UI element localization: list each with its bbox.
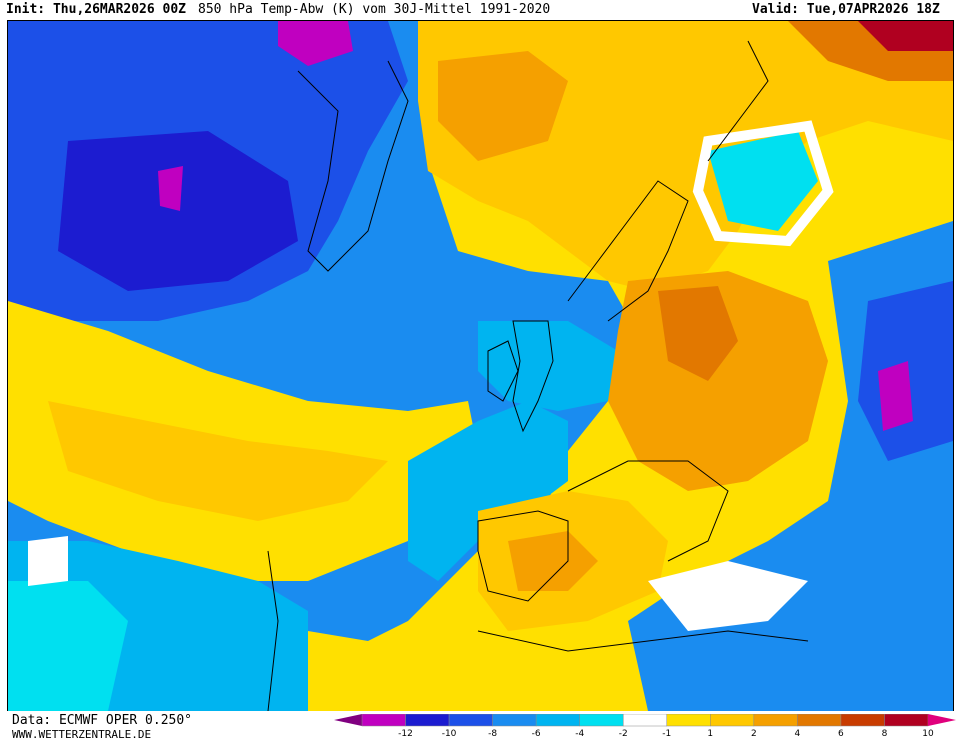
cold-tongue-biscay [408,401,568,581]
website-label: WWW.WETTERZENTRALE.DE [12,728,152,741]
legend-tick-label: 1 [707,729,714,739]
coastline-north-africa [477,630,809,652]
coastline-mediterranean [567,460,729,562]
legend-tick-label: -8 [488,729,498,739]
coastlines [267,40,809,711]
legend-swatch [840,714,885,727]
legend-tick-label: -2 [618,729,628,739]
coastline-iberia [477,510,569,602]
neutral-patch-sw [28,536,68,586]
lat-line-west [267,550,279,711]
warm-core-iberia [508,531,598,591]
coastline-greenland [297,60,409,272]
legend-swatch [361,714,406,727]
legend-colorbar [334,714,956,727]
chart-header: Init: Thu,26MAR2026 00Z 850 hPa Temp-Abw… [0,0,959,20]
legend-tick-label: 4 [794,729,801,739]
neutral-ring-barents [692,120,834,247]
coastline-scandinavia [567,180,689,322]
neutral-balkans [648,561,808,631]
data-source-label: Data: ECMWF OPER 0.250° [12,713,193,728]
chart-title: 850 hPa Temp-Abw (K) vom 30J-Mittel 1991… [198,2,551,17]
legend-tick-label: 6 [838,729,844,739]
init-time-label: Init: Thu,26MAR2026 00Z [6,2,187,17]
legend-tick-label: -10 [441,729,457,739]
legend-arrow-high [928,714,956,726]
legend-swatch [535,714,580,727]
legend-swatch [797,714,842,727]
legend-tick-label: -4 [575,729,585,739]
warm-core-baltic [658,286,738,381]
legend-tick-label: 10 [922,729,934,739]
legend-tick-label: -12 [398,729,413,739]
legend-labels: -12-10-8-6-4-2-1124681012 [334,729,956,741]
warm-core-arctic [858,21,953,51]
cold-core-labrador [58,131,298,291]
legend-tick-label: 8 [881,729,888,739]
cold-core-russia-deep [878,361,913,431]
legend-swatch [753,714,798,727]
valid-time-label: Valid: Tue,07APR2026 18Z [752,2,940,17]
legend-swatch [884,714,929,727]
legend-swatch [448,714,493,727]
coastline-novaya [707,40,769,162]
color-legend: -12-10-8-6-4-2-1124681012 [334,714,956,740]
cold-patch-barents [708,131,818,231]
legend-swatch [579,714,624,727]
legend-tick-label: -1 [662,729,672,739]
coastline-britain [512,320,554,433]
cold-subtropics-edge [8,581,128,711]
cold-core-greenland-north [278,21,353,66]
legend-tick-label: 2 [750,729,757,739]
coastline-ireland [487,340,519,402]
legend-swatch [492,714,537,727]
anomaly-map [7,20,954,712]
map-graphic [8,21,953,711]
warm-svalbard [438,51,568,161]
chart-footer: Data: ECMWF OPER 0.250° WWW.WETTERZENTRA… [0,711,959,741]
legend-tick-label: -6 [531,729,541,739]
legend-swatch [405,714,450,727]
legend-swatch [622,714,668,727]
legend-swatch [710,714,755,727]
cold-core-baffin [158,166,183,211]
legend-swatch [666,714,711,727]
cold-north-sea [478,321,618,411]
legend-arrow-low [334,714,362,726]
warm-band-core [48,401,388,521]
